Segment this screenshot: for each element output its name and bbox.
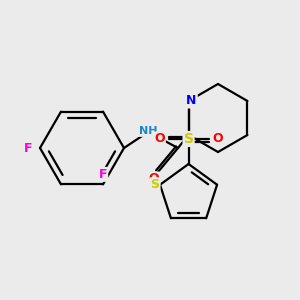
Text: O: O bbox=[149, 172, 159, 185]
Text: NH: NH bbox=[139, 126, 157, 136]
Text: O: O bbox=[154, 133, 165, 146]
Text: N: N bbox=[186, 94, 197, 107]
Text: F: F bbox=[99, 168, 107, 181]
Text: S: S bbox=[184, 132, 194, 146]
Text: O: O bbox=[212, 133, 223, 146]
Text: F: F bbox=[24, 142, 32, 154]
Text: S: S bbox=[151, 178, 160, 191]
